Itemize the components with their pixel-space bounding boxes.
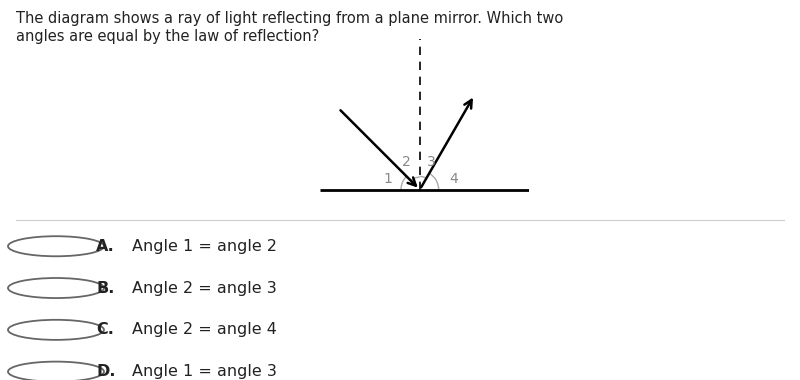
Text: Angle 1 = angle 3: Angle 1 = angle 3 <box>132 364 277 379</box>
Text: 2: 2 <box>402 155 410 169</box>
Text: Angle 2 = angle 4: Angle 2 = angle 4 <box>132 322 277 337</box>
Text: C.: C. <box>96 322 114 337</box>
Text: Angle 2 = angle 3: Angle 2 = angle 3 <box>132 280 277 296</box>
Text: A.: A. <box>96 239 114 254</box>
Text: 3: 3 <box>426 155 435 169</box>
Text: D.: D. <box>96 364 115 379</box>
Text: 4: 4 <box>450 172 458 186</box>
Text: The diagram shows a ray of light reflecting from a plane mirror. Which two
angle: The diagram shows a ray of light reflect… <box>16 11 563 44</box>
Text: B.: B. <box>96 280 114 296</box>
Text: 1: 1 <box>383 172 392 186</box>
Text: Angle 1 = angle 2: Angle 1 = angle 2 <box>132 239 277 254</box>
